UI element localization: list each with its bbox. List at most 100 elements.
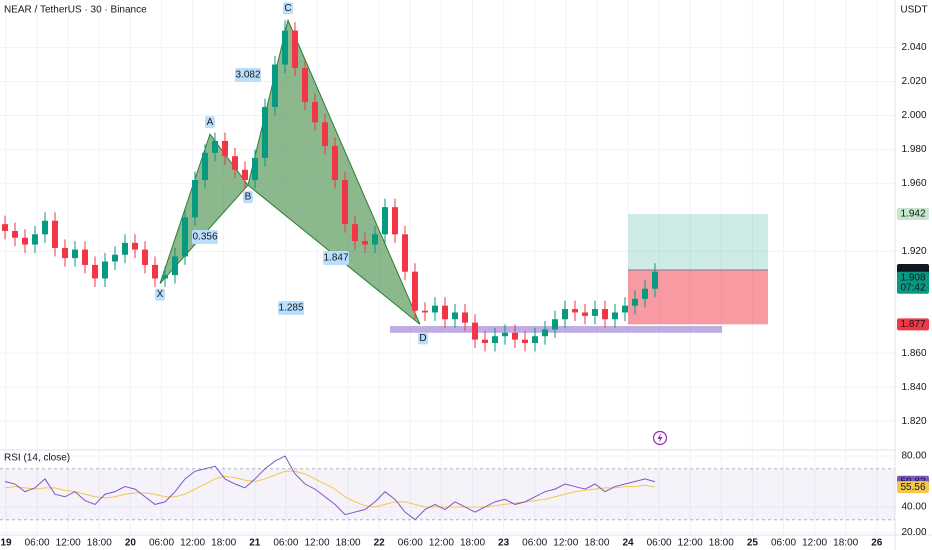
rsi-tick-label: 80.00 — [901, 451, 926, 462]
candle-body — [332, 146, 338, 180]
candle-body — [372, 234, 378, 245]
alert-bolt[interactable] — [657, 433, 663, 443]
x-tick-label: 06:00 — [647, 538, 672, 549]
rsi-ma-last-label: 55.56 — [900, 482, 925, 493]
pattern-point-label: D — [419, 333, 426, 344]
candle-body — [612, 312, 618, 320]
ratio-box — [278, 301, 304, 315]
candle-body — [282, 30, 288, 65]
rsi-title: RSI (14, close) — [4, 453, 70, 464]
candle-body — [222, 140, 228, 157]
x-tick-label: 06:00 — [25, 538, 50, 549]
currency: USDT — [900, 5, 927, 16]
chart-title: NEAR / TetherUS · 30 · Binance — [4, 5, 147, 16]
ratio-label: 3.082 — [235, 70, 260, 81]
x-tick-label: 06:00 — [771, 538, 796, 549]
pattern-point-box — [205, 116, 215, 129]
candle-body — [232, 156, 238, 170]
stop-zone — [628, 270, 768, 325]
pattern-point-label: X — [157, 289, 164, 300]
x-tick-label: 12:00 — [429, 538, 454, 549]
candle-body — [542, 329, 548, 337]
candle-body — [492, 336, 498, 344]
x-tick-label: 06:00 — [522, 538, 547, 549]
candle-body — [572, 309, 578, 313]
x-tick-label: 18:00 — [709, 538, 734, 549]
pattern-point-box — [283, 2, 293, 15]
candle-body — [392, 207, 398, 235]
candle-body — [442, 305, 448, 320]
x-tick-label: 12:00 — [553, 538, 578, 549]
x-tick-label: 12:00 — [180, 538, 205, 549]
candle-body — [92, 264, 98, 279]
candle-body — [62, 247, 68, 259]
candle-body — [552, 319, 558, 330]
pattern-point-box — [155, 288, 165, 301]
alert-circle[interactable] — [652, 430, 668, 446]
y-tick-label: 1.980 — [901, 144, 926, 155]
candle-body — [312, 101, 318, 123]
rsi-line — [4, 455, 656, 521]
stop-price-label: 1.877 — [900, 319, 925, 330]
plot — [2, 18, 768, 352]
y-tick-label: 1.820 — [901, 416, 926, 427]
x-tick-label: 22 — [374, 538, 386, 549]
x-tick-label: 06:00 — [273, 538, 298, 549]
last-price-box — [897, 271, 929, 294]
candle-body — [632, 298, 638, 306]
candle-body — [192, 180, 198, 218]
ratio-box — [323, 251, 349, 265]
pattern-point-box — [418, 332, 428, 345]
x-tick-label: 12:00 — [56, 538, 81, 549]
y-tick-label: 1.960 — [901, 178, 926, 189]
ratio-box — [235, 68, 261, 82]
rsi-band — [0, 468, 895, 520]
candle-body — [102, 261, 108, 279]
candle-body — [182, 217, 188, 257]
ratio-label: 0.356 — [192, 232, 217, 243]
candle-body — [132, 242, 138, 250]
candle-body — [602, 309, 608, 320]
last-price-label: 1.908 — [900, 272, 925, 283]
candle-body — [2, 224, 8, 231]
candle-body — [512, 332, 518, 340]
x-tick-label: 21 — [249, 538, 261, 549]
x-tick-label: 12:00 — [304, 538, 329, 549]
candle-body — [72, 249, 78, 259]
candle-body — [292, 30, 298, 68]
candle-body — [152, 264, 158, 279]
x-tick-label: 06:00 — [398, 538, 423, 549]
candle-body — [342, 180, 348, 225]
pattern-point-box — [243, 191, 253, 204]
alert-icon[interactable] — [652, 430, 668, 446]
candle-body — [122, 242, 128, 255]
candle-body — [532, 336, 538, 344]
x-tick-label: 23 — [498, 538, 510, 549]
candle-body — [522, 339, 528, 344]
rsi-tick-label: 20.00 — [901, 527, 926, 538]
candle-body — [52, 220, 58, 248]
rsi-tick-label: 40.00 — [901, 502, 926, 513]
pattern-point-label: B — [245, 192, 252, 203]
candle-body — [22, 237, 28, 245]
y-tick-label: 1.920 — [901, 246, 926, 257]
x-tick-label: 18:00 — [584, 538, 609, 549]
y-tick-label: 2.040 — [901, 42, 926, 53]
candle-body — [252, 157, 258, 180]
candle-body — [562, 309, 568, 320]
y-tick-label: 2.000 — [901, 110, 926, 121]
x-tick-label: 24 — [622, 538, 634, 549]
candle-body — [212, 140, 218, 153]
candle-body — [322, 122, 328, 147]
candle-body — [142, 249, 148, 265]
candle-body — [482, 339, 488, 344]
entry-price-label: 1.909 — [900, 265, 925, 276]
rsi-ma-line — [4, 470, 656, 508]
target-price-label-box — [897, 207, 929, 220]
candle-body — [652, 271, 658, 289]
x-tick-label: 18:00 — [336, 538, 361, 549]
x-tick-label: 18:00 — [460, 538, 485, 549]
stop-price-label-box — [897, 318, 929, 331]
